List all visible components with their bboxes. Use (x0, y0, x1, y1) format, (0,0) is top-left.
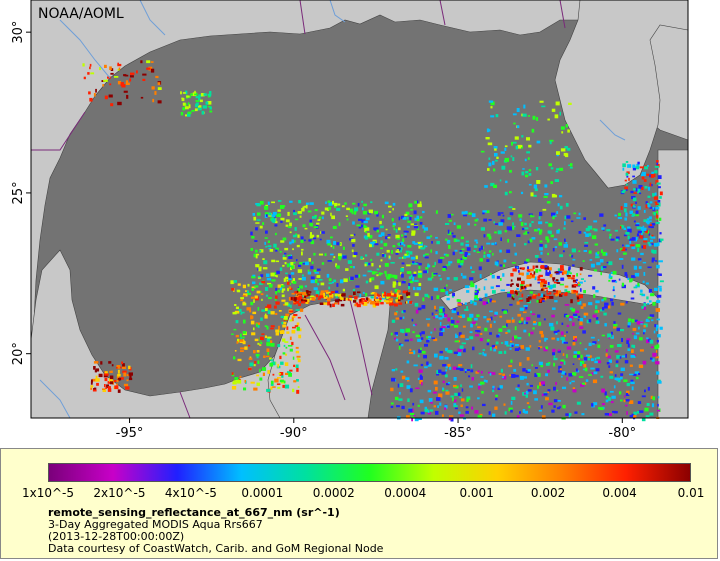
political-borders (31, 0, 566, 419)
land-atlantic-islands (657, 149, 689, 419)
colorbar-tick-label: 1x10^-5 (21, 486, 75, 500)
colorbar (48, 463, 691, 482)
land-florida (554, 0, 689, 189)
colorbar-tick-label: 2x10^-5 (93, 486, 146, 500)
river-1 (59, 19, 111, 79)
mexico-state-border-2 (349, 299, 373, 396)
mexico-state-border-3 (179, 391, 191, 419)
lon-tick-label: -95° (116, 426, 144, 440)
legend-description: 3-Day Aggregated MODIS Aqua Rrs667 (48, 518, 263, 531)
lon-tick-label: -80° (608, 426, 636, 440)
us-state-border-1 (299, 0, 306, 35)
colorbar-tick-label: 0.002 (530, 486, 566, 500)
lon-tick-label: -85° (444, 426, 472, 440)
river-4 (599, 119, 626, 141)
river-3 (329, 0, 346, 23)
map-frame-border (30, 0, 689, 419)
river-5 (39, 379, 71, 419)
lat-tick-label: 25° (11, 181, 26, 204)
colorbar-tick-label: 0.0004 (384, 486, 427, 500)
colorbar-tick-label: 0.01 (677, 486, 705, 500)
agency-label: NOAA/AOML (38, 6, 124, 22)
colorbar-tick-label: 0.0001 (241, 486, 284, 500)
us-mexico-border (31, 111, 86, 151)
colorbar-tick-label: 0.0002 (312, 486, 355, 500)
map-panel: -95° -90° -85° -80° 30° 25° 20° NOAA/AOML (11, 0, 689, 440)
reflectance-data-layer (82, 60, 664, 422)
longitude-axis: -95° -90° -85° -80° (116, 418, 636, 440)
river-2 (139, 0, 166, 36)
us-state-border-3 (559, 0, 566, 29)
lat-tick-label: 20° (11, 342, 26, 365)
us-state-border-2 (439, 0, 446, 26)
legend-date: (2013-12-28T00:00:00Z) (48, 530, 185, 543)
legend-panel: 1x10^-5 2x10^-5 4x10^-5 0.0001 0.0002 0.0004 0… (0, 448, 718, 559)
colorbar-tick-label: 4x10^-5 (164, 486, 217, 500)
lon-tick-label: -90° (280, 426, 308, 440)
colorbar-tick-label: 0.004 (602, 486, 637, 500)
colorbar-tick-label: 0.001 (459, 486, 494, 500)
mexico-state-border-1 (304, 314, 346, 401)
legend-credit: Data courtesy of CoastWatch, Carib. and … (48, 542, 384, 555)
gulf-of-mexico-map: -95° -90° -85° -80° 30° 25° 20° NOAA/AOML (11, 0, 689, 440)
latitude-axis: 30° 25° 20° (11, 21, 31, 365)
rivers (39, 0, 626, 419)
lat-tick-label: 30° (11, 21, 26, 44)
legend-title: remote_sensing_reflectance_at_667_nm (sr… (48, 506, 340, 519)
